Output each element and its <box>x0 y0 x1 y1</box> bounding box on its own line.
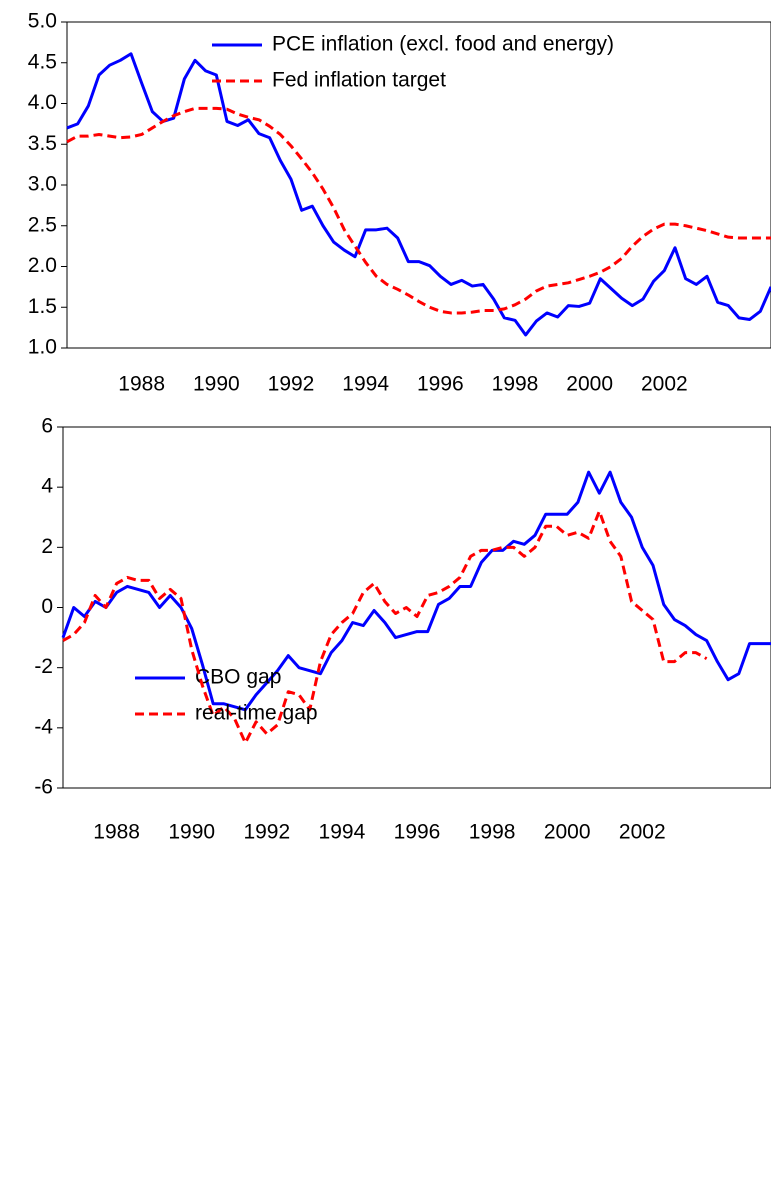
y-tick-label: -6 <box>34 776 53 799</box>
y-tick-label: 1.0 <box>28 336 57 359</box>
y-tick-label: 6 <box>41 415 53 438</box>
y-tick-label: 3.5 <box>28 132 57 155</box>
y-tick-label: 0 <box>41 595 53 618</box>
legend-label: Fed inflation target <box>272 69 446 92</box>
x-tick-label: 1994 <box>319 821 366 844</box>
legend-label: CBO gap <box>195 666 281 689</box>
x-tick-label: 1992 <box>243 821 290 844</box>
x-tick-label: 1996 <box>394 821 441 844</box>
y-tick-label: 2.5 <box>28 213 57 236</box>
y-tick-label: 2.0 <box>28 254 57 277</box>
x-tick-label: 2002 <box>619 821 666 844</box>
x-tick-label: 1990 <box>193 373 240 396</box>
y-tick-label: 4.0 <box>28 91 57 114</box>
y-tick-label: 2 <box>41 535 53 558</box>
y-tick-label: 1.5 <box>28 295 57 318</box>
y-tick-label: -4 <box>34 715 53 738</box>
series-line <box>66 106 771 315</box>
x-tick-label: 2000 <box>566 373 613 396</box>
x-tick-label: 1994 <box>342 373 389 396</box>
legend-label: PCE inflation (excl. food and energy) <box>272 33 614 56</box>
y-tick-label: 5.0 <box>28 10 57 33</box>
x-tick-label: 1998 <box>469 821 516 844</box>
x-tick-label: 1988 <box>93 821 140 844</box>
x-tick-label: 1996 <box>417 373 464 396</box>
x-tick-label: 1998 <box>492 373 539 396</box>
x-tick-label: 2000 <box>544 821 591 844</box>
y-tick-label: 3.0 <box>28 173 57 196</box>
legend-label: real-time gap <box>195 702 318 725</box>
y-tick-label: 4.5 <box>28 50 57 73</box>
y-tick-label: 4 <box>41 475 53 498</box>
series-line <box>62 509 708 745</box>
y-tick-label: -2 <box>34 655 53 678</box>
series-line <box>66 52 771 337</box>
x-tick-label: 1988 <box>118 373 165 396</box>
x-tick-label: 1992 <box>268 373 315 396</box>
x-tick-label: 2002 <box>641 373 688 396</box>
series-line <box>61 470 771 712</box>
x-tick-label: 1990 <box>168 821 215 844</box>
